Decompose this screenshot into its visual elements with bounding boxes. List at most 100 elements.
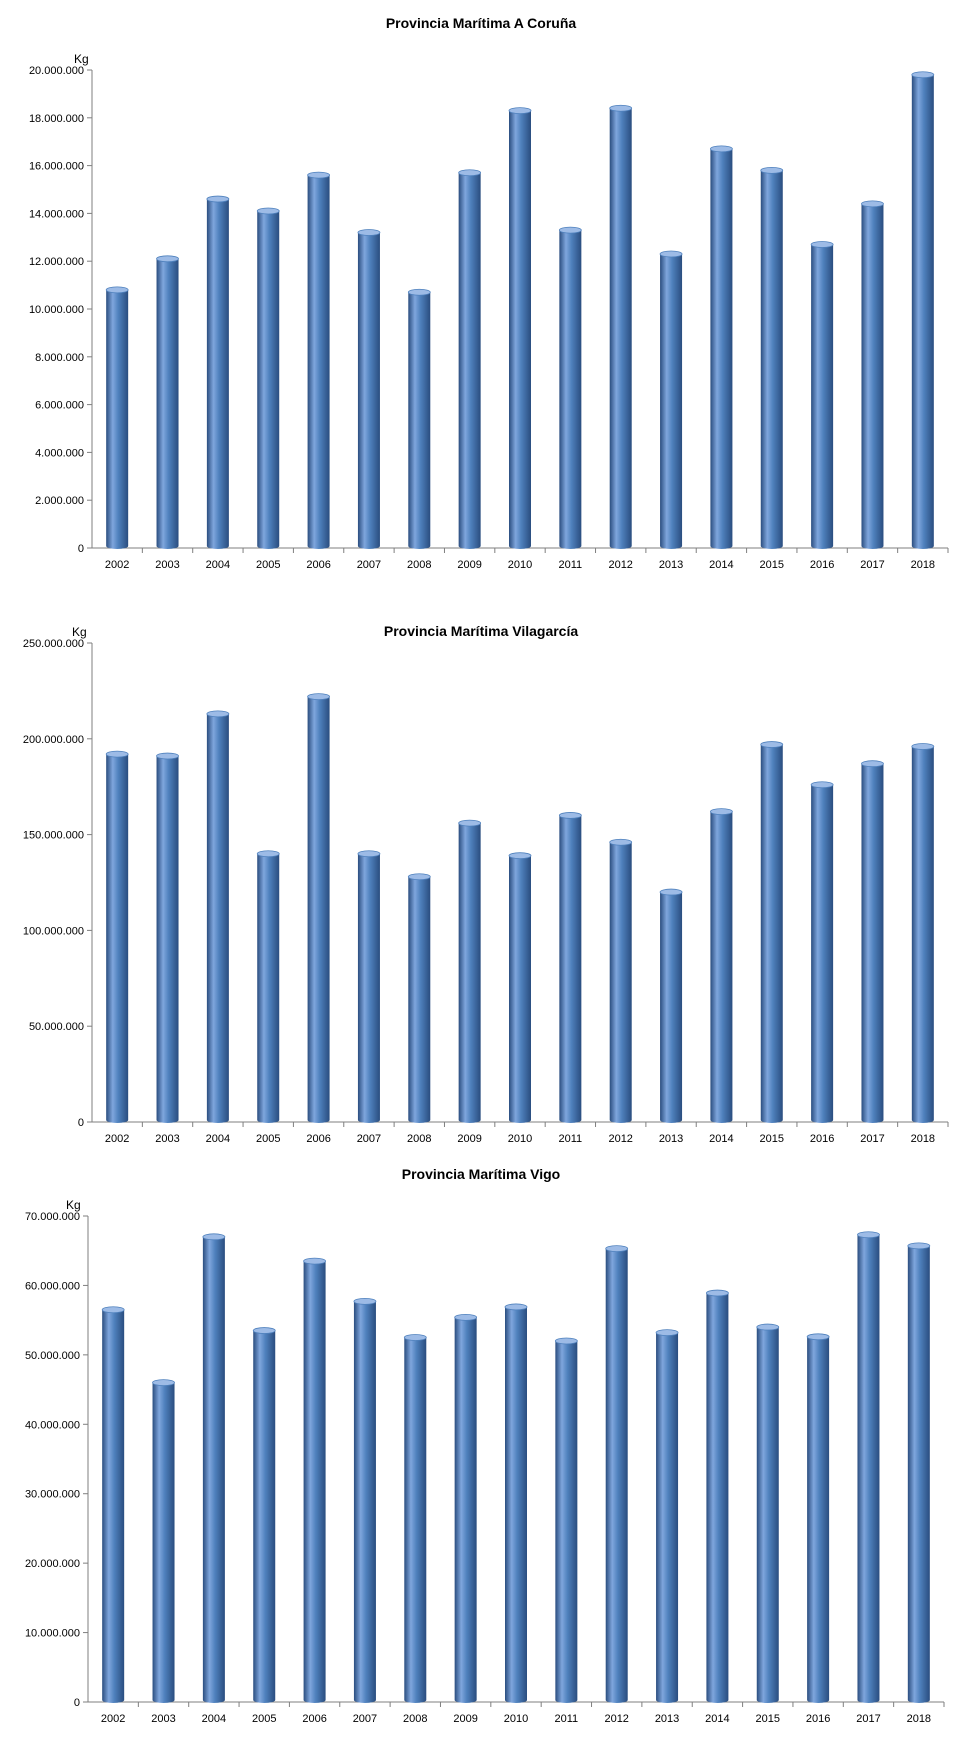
x-tick-label: 2017 — [860, 559, 884, 570]
bar-top — [152, 1379, 175, 1387]
bar-top — [760, 166, 784, 174]
bar — [710, 811, 733, 1123]
x-tick-label: 2018 — [911, 1133, 935, 1145]
chart-vigo: Provincia Marítima Vigo Kg 0 10.000.000 20.0… — [25, 1166, 945, 1725]
bar-top — [810, 781, 834, 789]
bar-top — [655, 1329, 679, 1337]
bar-top — [403, 1334, 427, 1341]
y-tick-label: 6.000.000 — [35, 400, 84, 412]
bar-top — [407, 873, 431, 881]
x-tick-label: 2004 — [206, 1133, 230, 1145]
x-tick-label: 2010 — [508, 559, 532, 570]
y-tick-label: 2.000.000 — [35, 495, 84, 507]
y-tick-label: 0 — [78, 543, 84, 555]
x-tick-label: 2009 — [453, 1713, 477, 1725]
bar — [811, 784, 834, 1123]
y-tick-label: 14.000.000 — [29, 208, 84, 220]
bar — [656, 1332, 679, 1703]
bar-top — [710, 145, 733, 153]
x-tick-label: 2008 — [407, 1133, 431, 1145]
bar-top — [756, 1323, 780, 1331]
x-tick-label: 2006 — [306, 1133, 330, 1145]
x-tick-label: 2002 — [105, 559, 129, 570]
bar — [152, 1382, 175, 1703]
bar — [206, 199, 229, 549]
bar — [156, 258, 179, 549]
x-tick-label: 2014 — [709, 559, 733, 570]
x-tick-label: 2012 — [604, 1713, 628, 1725]
x-tick-label: 2011 — [559, 1133, 583, 1145]
x-tick-label: 2010 — [508, 1133, 532, 1145]
bar — [559, 815, 582, 1123]
bar-top — [353, 1297, 377, 1305]
x-tick-label: 2013 — [655, 1713, 679, 1725]
x-tick-label: 2004 — [202, 1713, 226, 1725]
bar-top — [105, 286, 129, 294]
bar — [307, 696, 330, 1123]
bar — [509, 855, 531, 1123]
bar — [303, 1261, 326, 1703]
x-tick-label: 2005 — [252, 1713, 276, 1725]
bar-top — [558, 812, 582, 819]
bar — [911, 746, 934, 1123]
y-tick-label: 18.000.000 — [29, 113, 84, 125]
bar-top — [156, 255, 179, 263]
x-tick-label: 2018 — [911, 559, 935, 570]
y-tick-label: 16.000.000 — [29, 161, 84, 173]
bar-top — [357, 229, 381, 236]
y-tick-label: 30.000.000 — [25, 1489, 80, 1501]
x-tick-label: 2009 — [457, 1133, 481, 1145]
bar-top — [710, 808, 733, 816]
x-tick-label: 2008 — [403, 1713, 427, 1725]
x-tick-label: 2004 — [206, 559, 230, 570]
bar-top — [156, 752, 179, 760]
x-tick-label: 2007 — [357, 1133, 381, 1145]
bar — [106, 289, 129, 549]
bar — [911, 74, 934, 549]
x-tick-label: 2007 — [357, 559, 381, 570]
bar-top — [609, 104, 633, 112]
chart-a-coruna: Provincia Marítima A Coruña Kg 0 2.000.000 4… — [29, 15, 949, 570]
bar — [454, 1317, 477, 1703]
chart-title: Provincia Marítima Vilagarcía — [384, 623, 578, 639]
x-tick-label: 2009 — [457, 559, 481, 570]
bar-top — [105, 750, 129, 758]
y-tick-label: 60.000.000 — [25, 1280, 80, 1292]
bar — [605, 1248, 628, 1703]
bar — [555, 1340, 578, 1703]
x-tick-label: 2012 — [608, 1133, 632, 1145]
bar-top — [706, 1289, 729, 1297]
bar-top — [554, 1337, 578, 1345]
bar-top — [458, 819, 482, 827]
bar-top — [307, 693, 330, 701]
y-tick-label: 20.000.000 — [29, 65, 84, 77]
bar — [404, 1337, 427, 1703]
x-tick-label: 2002 — [105, 1133, 129, 1145]
x-tick-label: 2003 — [151, 1713, 175, 1725]
bar-top — [861, 200, 884, 208]
bar — [357, 232, 380, 549]
bar-top — [454, 1313, 478, 1321]
bar — [408, 292, 431, 549]
x-tick-label: 2018 — [907, 1713, 931, 1725]
bar — [861, 203, 884, 549]
y-tick-label: 40.000.000 — [25, 1419, 80, 1431]
bar-top — [458, 169, 482, 177]
bar — [710, 148, 733, 549]
bar-top — [206, 195, 230, 203]
bar-top — [252, 1327, 276, 1334]
y-axis-label: Kg — [74, 52, 89, 66]
bar-top — [101, 1306, 125, 1314]
x-tick-label: 2003 — [155, 559, 179, 570]
bar — [253, 1330, 276, 1703]
x-tick-label: 2016 — [806, 1713, 830, 1725]
bar-top — [605, 1245, 629, 1253]
bar — [458, 823, 481, 1123]
bar-top — [307, 171, 330, 179]
bar — [760, 744, 783, 1123]
x-tick-label: 2003 — [155, 1133, 179, 1145]
bar-top — [357, 850, 381, 858]
x-tick-label: 2014 — [709, 1133, 733, 1145]
bar — [257, 853, 280, 1123]
